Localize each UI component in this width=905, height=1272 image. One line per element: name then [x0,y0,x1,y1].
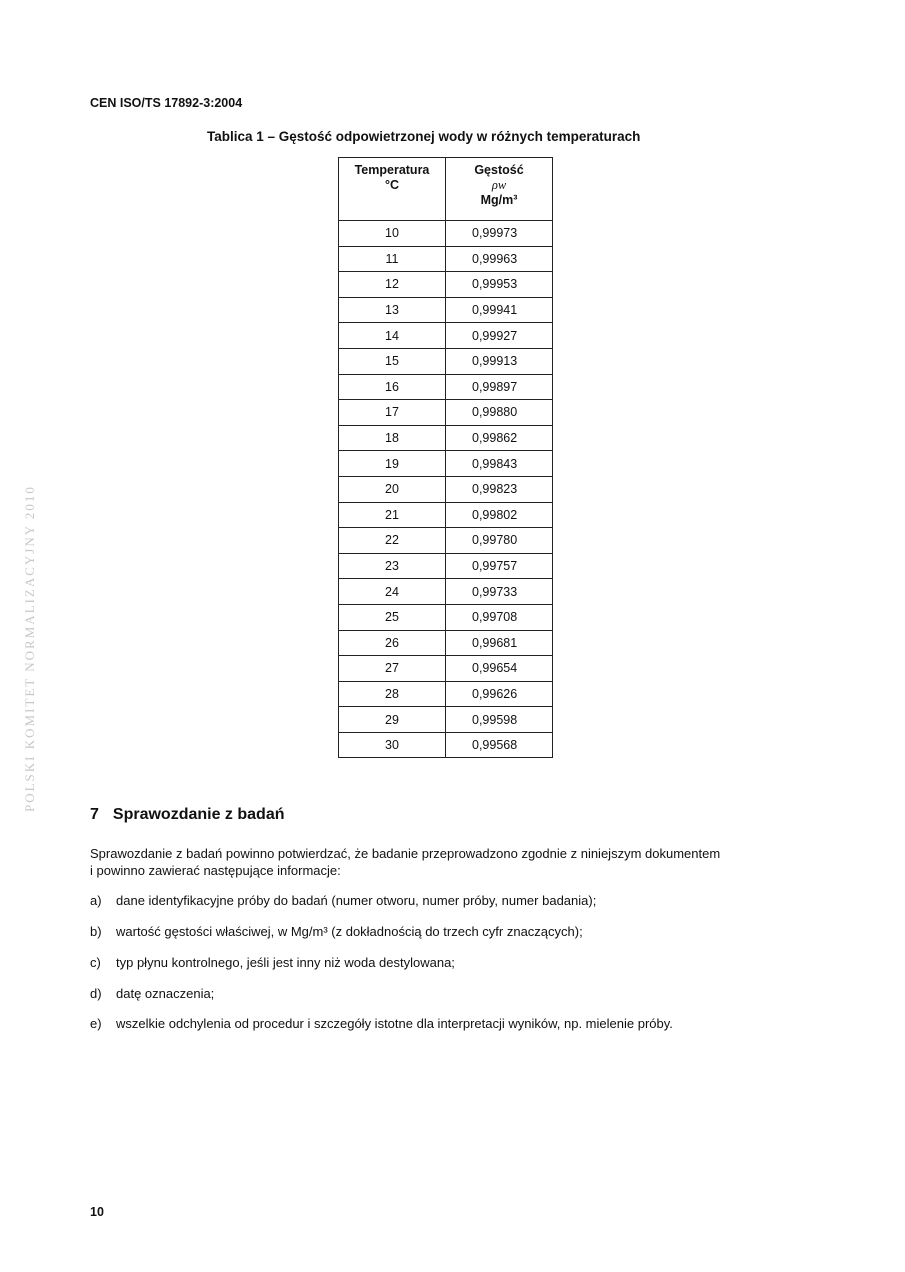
list-item: a) dane identyfikacyjne próby do badań (n… [90,893,596,908]
temperature-cell: 21 [338,501,446,529]
density-cell: 0,99880 [445,399,553,426]
temperature-cell: 22 [338,527,446,554]
table-caption: Tablica 1 – Gęstość odpowietrzonej wody … [207,129,641,144]
temperature-cell: 27 [338,655,446,682]
table-row: 17 0,99880 [338,399,553,426]
density-cell: 0,99973 [445,220,553,247]
density-cell: 0,99802 [445,501,553,529]
table-row: 30 0,99568 [338,731,553,759]
temperature-cell: 20 [338,475,446,503]
table-row: 24 0,99733 [338,578,553,605]
density-cell: 0,99862 [445,424,553,452]
density-table: Temperatura °C Gęstość ρw Mg/m³ 10 0,9997… [338,157,553,759]
list-item: b) wartość gęstości właściwej, w Mg/m³ (z… [90,924,583,939]
watermark: POLSKI KOMITET NORMALIZACYJNY 2010 [22,485,37,812]
section-title: Sprawozdanie z badań [112,806,285,823]
density-cell: 0,99913 [445,347,553,375]
intro-line-1: Sprawozdanie z badań powinno potwierdzać… [90,846,721,861]
list-item: c) typ płynu kontrolnego, jeśli jest inny… [90,955,455,970]
table-row: 20 0,99823 [338,475,553,503]
density-cell: 0,99598 [445,706,553,733]
density-cell: 0,99953 [445,271,553,298]
table-row: 16 0,99897 [338,373,553,401]
table-header-row: Temperatura °C Gęstość ρw Mg/m³ [338,157,553,221]
temperature-cell: 26 [338,629,446,657]
temperature-cell: 28 [338,680,446,708]
density-cell: 0,99568 [445,731,553,759]
list-item: e) wszelkie odchylenia od procedur i szcz… [90,1016,673,1031]
list-item: d) datę oznaczenia; [90,986,214,1001]
temperature-cell: 14 [338,322,446,349]
table-row: 11 0,99963 [338,245,553,273]
temperature-cell: 23 [338,552,446,580]
table-row: 15 0,99913 [338,347,553,375]
section-heading: 7 Sprawozdanie z badań [90,806,299,824]
table-row: 18 0,99862 [338,424,553,452]
list-marker: c) [90,955,101,970]
temperature-cell: 19 [338,450,446,477]
header-temperature: Temperatura °C [338,157,446,221]
temperature-cell: 25 [338,603,446,631]
list-marker: b) [90,924,102,939]
list-text: dane identyfikacyjne próby do badań (num… [116,893,597,908]
table-row: 27 0,99654 [338,655,553,682]
density-cell: 0,99780 [445,527,553,554]
page-number: 10 [90,1205,104,1219]
temperature-cell: 29 [338,706,446,733]
section-number: 7 [90,806,99,823]
header-density: Gęstość ρw Mg/m³ [445,157,553,221]
density-cell: 0,99708 [445,603,553,631]
header-temperature-title: Temperatura [354,163,430,177]
table-row: 13 0,99941 [338,296,553,324]
density-cell: 0,99897 [445,373,553,401]
table-row: 14 0,99927 [338,322,553,349]
header-density-title: Gęstość [474,163,524,177]
table-row: 22 0,99780 [338,527,553,554]
density-cell: 0,99823 [445,475,553,503]
header-density-symbol: ρw [491,178,507,192]
table-row: 19 0,99843 [338,450,553,477]
table-row: 25 0,99708 [338,603,553,631]
density-cell: 0,99843 [445,450,553,477]
temperature-cell: 12 [338,271,446,298]
table-row: 28 0,99626 [338,680,553,708]
list-text: typ płynu kontrolnego, jeśli jest inny n… [116,955,455,970]
list-text: wszelkie odchylenia od procedur i szczeg… [116,1016,673,1031]
density-cell: 0,99757 [445,552,553,580]
list-marker: a) [90,893,102,908]
list-text: datę oznaczenia; [116,986,215,1001]
temperature-cell: 30 [338,731,446,759]
density-cell: 0,99927 [445,322,553,349]
temperature-cell: 11 [338,245,446,273]
temperature-cell: 15 [338,347,446,375]
temperature-cell: 10 [338,220,446,247]
table-row: 21 0,99802 [338,501,553,529]
intro-line-2: i powinno zawierać następujące informacj… [90,863,341,878]
temperature-cell: 24 [338,578,446,605]
header-temperature-unit: °C [384,178,400,192]
list-marker: d) [90,986,102,1001]
temperature-cell: 18 [338,424,446,452]
table-row: 12 0,99953 [338,271,553,298]
temperature-cell: 17 [338,399,446,426]
table-row: 26 0,99681 [338,629,553,657]
density-cell: 0,99963 [445,245,553,273]
table-row: 23 0,99757 [338,552,553,580]
density-cell: 0,99654 [445,655,553,682]
density-cell: 0,99941 [445,296,553,324]
table-row: 10 0,99973 [338,220,553,247]
list-marker: e) [90,1016,102,1031]
list-text: wartość gęstości właściwej, w Mg/m³ (z d… [116,924,583,939]
standard-number: CEN ISO/TS 17892-3:2004 [90,96,243,110]
temperature-cell: 16 [338,373,446,401]
header-density-unit: Mg/m³ [480,193,518,207]
temperature-cell: 13 [338,296,446,324]
density-cell: 0,99626 [445,680,553,708]
table-row: 29 0,99598 [338,706,553,733]
density-cell: 0,99733 [445,578,553,605]
density-cell: 0,99681 [445,629,553,657]
